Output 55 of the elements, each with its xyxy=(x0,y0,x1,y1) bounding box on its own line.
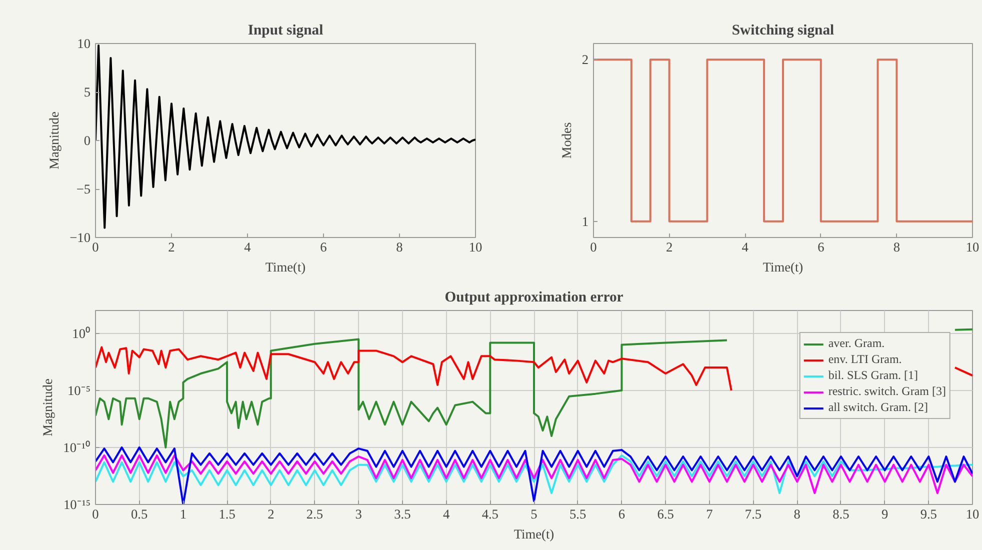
y-axis-title: Magnitude xyxy=(46,112,62,170)
x-tick-label: 1.5 xyxy=(218,506,236,522)
x-tick-label: 6 xyxy=(618,506,626,522)
y-tick-label: −5 xyxy=(76,182,91,196)
x-tick-label: 9.5 xyxy=(920,506,938,522)
x-tick-label: 1 xyxy=(180,506,187,522)
x-tick-label: 4 xyxy=(442,506,450,522)
x-tick-label: 8 xyxy=(396,240,404,254)
x-tick-label: 6 xyxy=(320,240,328,254)
line-series xyxy=(96,454,972,494)
y-axis-title: Modes xyxy=(558,122,574,159)
x-tick-label: 6 xyxy=(818,240,825,254)
y-tick-label: −10 xyxy=(70,230,91,245)
y-tick-label: 10⁰ xyxy=(72,326,90,341)
x-tick-label: 10 xyxy=(966,506,980,522)
chart-title: Output approximation error xyxy=(444,290,624,306)
legend-label: env. LTI Gram. xyxy=(828,352,902,367)
x-tick-label: 3 xyxy=(355,506,362,522)
x-tick-label: 9 xyxy=(881,506,888,522)
x-tick-label: 2.5 xyxy=(306,506,324,522)
chart-title: Input signal xyxy=(248,22,324,38)
x-tick-label: 5 xyxy=(530,506,538,522)
x-axis-title: Time(t) xyxy=(514,526,554,542)
chart-title: Switching signal xyxy=(732,22,834,38)
x-tick-label: 8 xyxy=(893,240,900,254)
y-tick-label: 0 xyxy=(84,133,91,148)
x-tick-label: 2 xyxy=(268,506,274,522)
x-tick-label: 2 xyxy=(168,240,175,254)
y-tick-label: 10⁻¹⁵ xyxy=(64,497,91,512)
y-axis-title: Magnitude xyxy=(40,378,56,436)
x-tick-label: 6.5 xyxy=(657,506,674,522)
legend-label: all switch. Gram. [2] xyxy=(828,400,928,415)
x-tick-label: 4.5 xyxy=(482,506,499,522)
x-tick-label: 7 xyxy=(706,506,714,522)
x-tick-label: 7.5 xyxy=(744,506,762,522)
x-tick-label: 0.5 xyxy=(131,506,148,522)
y-tick-label: 10⁻⁵ xyxy=(68,382,91,398)
x-tick-label: 5.5 xyxy=(570,506,587,522)
x-tick-label: 8.5 xyxy=(832,506,850,522)
line-series xyxy=(96,44,476,229)
x-tick-label: 4 xyxy=(742,240,749,254)
x-axis-title: Time(t) xyxy=(762,260,804,274)
x-axis-title: Time(t) xyxy=(265,260,306,274)
x-tick-label: 3.5 xyxy=(394,506,412,522)
x-tick-label: 4 xyxy=(244,240,252,254)
x-tick-label: 10 xyxy=(468,240,482,254)
legend-label: aver. Gram. xyxy=(828,336,885,351)
y-tick-label: 10 xyxy=(77,36,91,51)
y-tick-label: 5 xyxy=(84,84,91,100)
legend-label: bil. SLS Gram. [1] xyxy=(828,368,918,383)
x-tick-label: 2 xyxy=(666,240,673,254)
x-tick-label: 8 xyxy=(794,506,801,522)
x-tick-label: 10 xyxy=(966,240,980,254)
legend-label: restric. switch. Gram [3] xyxy=(828,384,946,399)
y-tick-label: 10⁻¹⁰ xyxy=(63,440,91,455)
